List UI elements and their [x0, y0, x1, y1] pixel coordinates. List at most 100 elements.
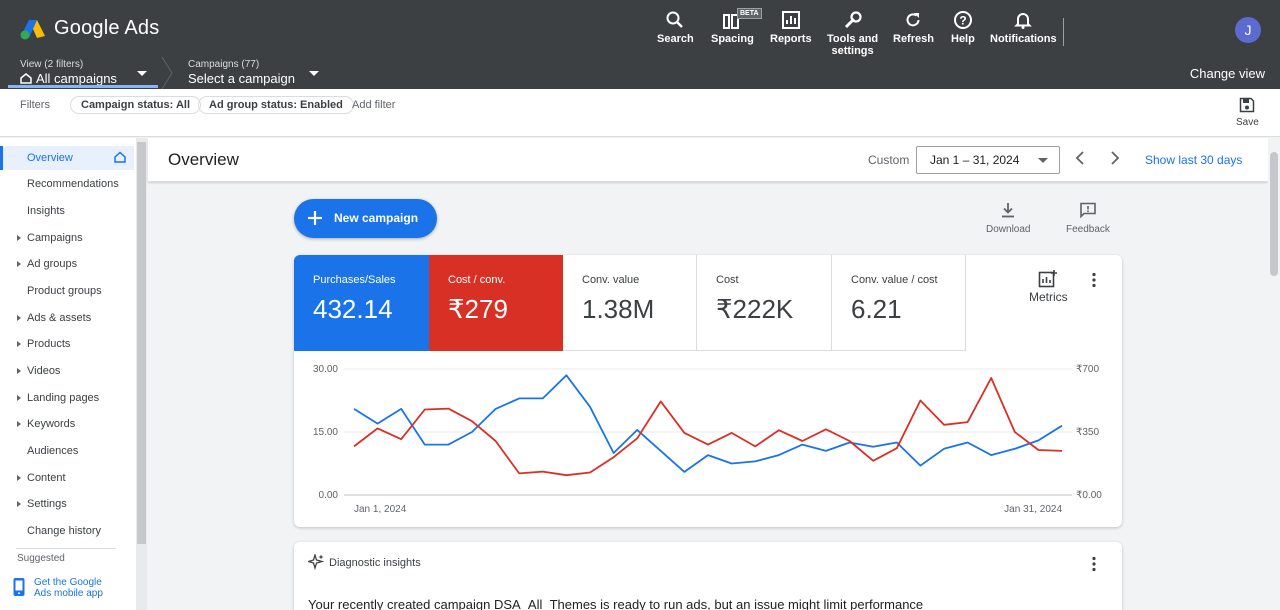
sidebar-item-label: Videos: [27, 365, 61, 377]
metric-value: 1.38M: [582, 294, 655, 324]
expand-arrow-icon: [17, 501, 21, 507]
feedback-label: Feedback: [1066, 224, 1110, 235]
page-scrollbar-thumb[interactable]: [1270, 152, 1278, 276]
more-options-icon[interactable]: [1091, 272, 1097, 288]
next-period-icon[interactable]: [1108, 150, 1122, 166]
new-campaign-button[interactable]: New campaign: [294, 199, 437, 238]
metric-label: Cost / conv.: [448, 274, 506, 286]
sidebar-item-ads-assets[interactable]: Ads & assets: [0, 306, 134, 330]
help-button[interactable]: ? Help: [951, 8, 975, 45]
sidebar-item-videos[interactable]: Videos: [0, 359, 134, 383]
y-right-tick-label: ₹0.00: [1076, 490, 1102, 501]
change-view-link[interactable]: Change view: [1189, 66, 1265, 81]
sidebar-item-campaigns[interactable]: Campaigns: [0, 226, 134, 250]
sidebar-item-label: Overview: [27, 152, 73, 164]
feedback-button[interactable]: Feedback: [1066, 202, 1110, 235]
sidebar-item-overview[interactable]: Overview: [0, 146, 134, 170]
sidebar-item-settings[interactable]: Settings: [0, 492, 134, 516]
show-last-30-days-link[interactable]: Show last 30 days: [1145, 153, 1243, 167]
save-button[interactable]: Save: [1236, 97, 1259, 128]
y-right-tick-label: ₹700: [1076, 364, 1099, 375]
sparkle-icon: [308, 554, 324, 570]
metrics-label: Metrics: [1029, 290, 1068, 304]
date-range-picker[interactable]: Jan 1 – 31, 2024: [916, 146, 1060, 174]
metric-tile-purchases[interactable]: Purchases/Sales 432.14: [294, 255, 429, 351]
series-line-purchases: [353, 374, 1063, 473]
sidebar-item-audiences[interactable]: Audiences: [0, 439, 134, 463]
metric-value: ₹279: [448, 294, 508, 324]
expand-arrow-icon: [17, 315, 21, 321]
sidebar-scrollbar[interactable]: [136, 138, 147, 610]
toolbar-divider: [1063, 18, 1064, 46]
diagnostic-message: Your recently created campaign DSA_All_T…: [308, 597, 924, 610]
avatar[interactable]: J: [1235, 17, 1261, 43]
sidebar-item-keywords[interactable]: Keywords: [0, 412, 134, 436]
page-scrollbar[interactable]: [1268, 138, 1280, 610]
add-filter-button[interactable]: Add filter: [352, 99, 396, 111]
metrics-button[interactable]: Metrics: [1029, 270, 1068, 304]
tools-label-line1: Tools and: [827, 33, 879, 45]
sidebar-item-ad-groups[interactable]: Ad groups: [0, 252, 134, 276]
google-ads-logo[interactable]: Google Ads: [20, 17, 159, 40]
sidebar-item-content[interactable]: Content: [0, 466, 134, 490]
sidebar-item-insights[interactable]: Insights: [0, 199, 134, 223]
help-icon: ?: [953, 11, 972, 29]
home-icon: [20, 73, 32, 84]
top-bar: Google Ads Search BETA Spacing Reports T…: [0, 4, 1280, 57]
page-title: Overview: [168, 150, 239, 169]
sidebar-item-label: Landing pages: [27, 392, 100, 404]
feedback-icon: [1080, 202, 1096, 218]
view-chevron-down-icon[interactable]: [137, 71, 147, 76]
expand-arrow-icon: [17, 475, 21, 481]
sidebar-scrollbar-thumb[interactable]: [137, 142, 146, 544]
spacing-icon: [723, 14, 740, 29]
expand-arrow-icon: [17, 368, 21, 374]
metric-tile-conv-value-cost[interactable]: Conv. value / cost 6.21: [832, 255, 966, 351]
search-button[interactable]: Search: [657, 8, 694, 45]
tools-settings-button[interactable]: Tools and settings: [827, 8, 878, 57]
campaign-selector[interactable]: Campaigns (77) Select a campaign: [188, 59, 295, 86]
plus-icon: [308, 211, 322, 225]
tools-label-line2: settings: [831, 45, 874, 57]
y-left-tick-label: 30.00: [313, 364, 338, 375]
previous-period-icon[interactable]: [1073, 150, 1087, 166]
sidebar-item-products[interactable]: Products: [0, 332, 134, 356]
suggested-heading: Suggested: [17, 553, 65, 564]
sidebar-item-label: Change history: [27, 525, 101, 537]
y-right-tick-label: ₹350: [1076, 427, 1099, 438]
beta-badge: BETA: [737, 8, 762, 19]
sidebar-item-product-groups[interactable]: Product groups: [0, 279, 134, 303]
reports-label: Reports: [770, 33, 812, 45]
view-value: All campaigns: [20, 71, 117, 86]
filter-chip-campaign-status[interactable]: Campaign status: All: [70, 96, 201, 114]
spacing-label: Spacing: [711, 33, 754, 45]
metric-tile-cost[interactable]: Cost ₹222K: [697, 255, 832, 351]
account-selector-bar: View (2 filters) All campaigns Campaigns…: [0, 57, 1280, 89]
phone-icon: [13, 578, 25, 596]
home-icon: [114, 151, 126, 163]
sidebar-item-label: Ads & assets: [27, 312, 92, 324]
expand-arrow-icon: [17, 395, 21, 401]
notifications-button[interactable]: Notifications: [990, 8, 1057, 45]
chart-series: [353, 374, 1063, 477]
campaign-chevron-down-icon[interactable]: [309, 71, 319, 76]
sidebar-item-landing-pages[interactable]: Landing pages: [0, 386, 134, 410]
metric-tile-conv-value[interactable]: Conv. value 1.38M: [563, 255, 697, 351]
refresh-icon: [907, 13, 920, 27]
sidebar-item-label: Product groups: [27, 285, 102, 297]
metric-tile-cost-per-conv[interactable]: Cost / conv. ₹279: [429, 255, 563, 351]
campaigns-count-label: Campaigns (77): [188, 59, 260, 70]
reports-button[interactable]: Reports: [770, 8, 812, 45]
view-selector[interactable]: View (2 filters) All campaigns: [20, 59, 117, 86]
spacing-button[interactable]: BETA Spacing: [711, 8, 762, 45]
download-button[interactable]: Download: [986, 202, 1030, 235]
refresh-button[interactable]: Refresh: [893, 8, 934, 45]
sidebar-item-change-history[interactable]: Change history: [0, 519, 134, 543]
help-label: Help: [951, 33, 975, 45]
diagnostic-more-options-icon[interactable]: [1091, 556, 1097, 572]
sidebar-item-label: Recommendations: [27, 178, 119, 190]
metric-value: ₹222K: [716, 294, 794, 324]
sidebar-item-recommendations[interactable]: Recommendations: [0, 172, 134, 196]
filter-chip-ad-group-status[interactable]: Ad group status: Enabled: [198, 96, 354, 114]
mobile-app-link[interactable]: Get the Google Ads mobile app: [12, 577, 103, 599]
